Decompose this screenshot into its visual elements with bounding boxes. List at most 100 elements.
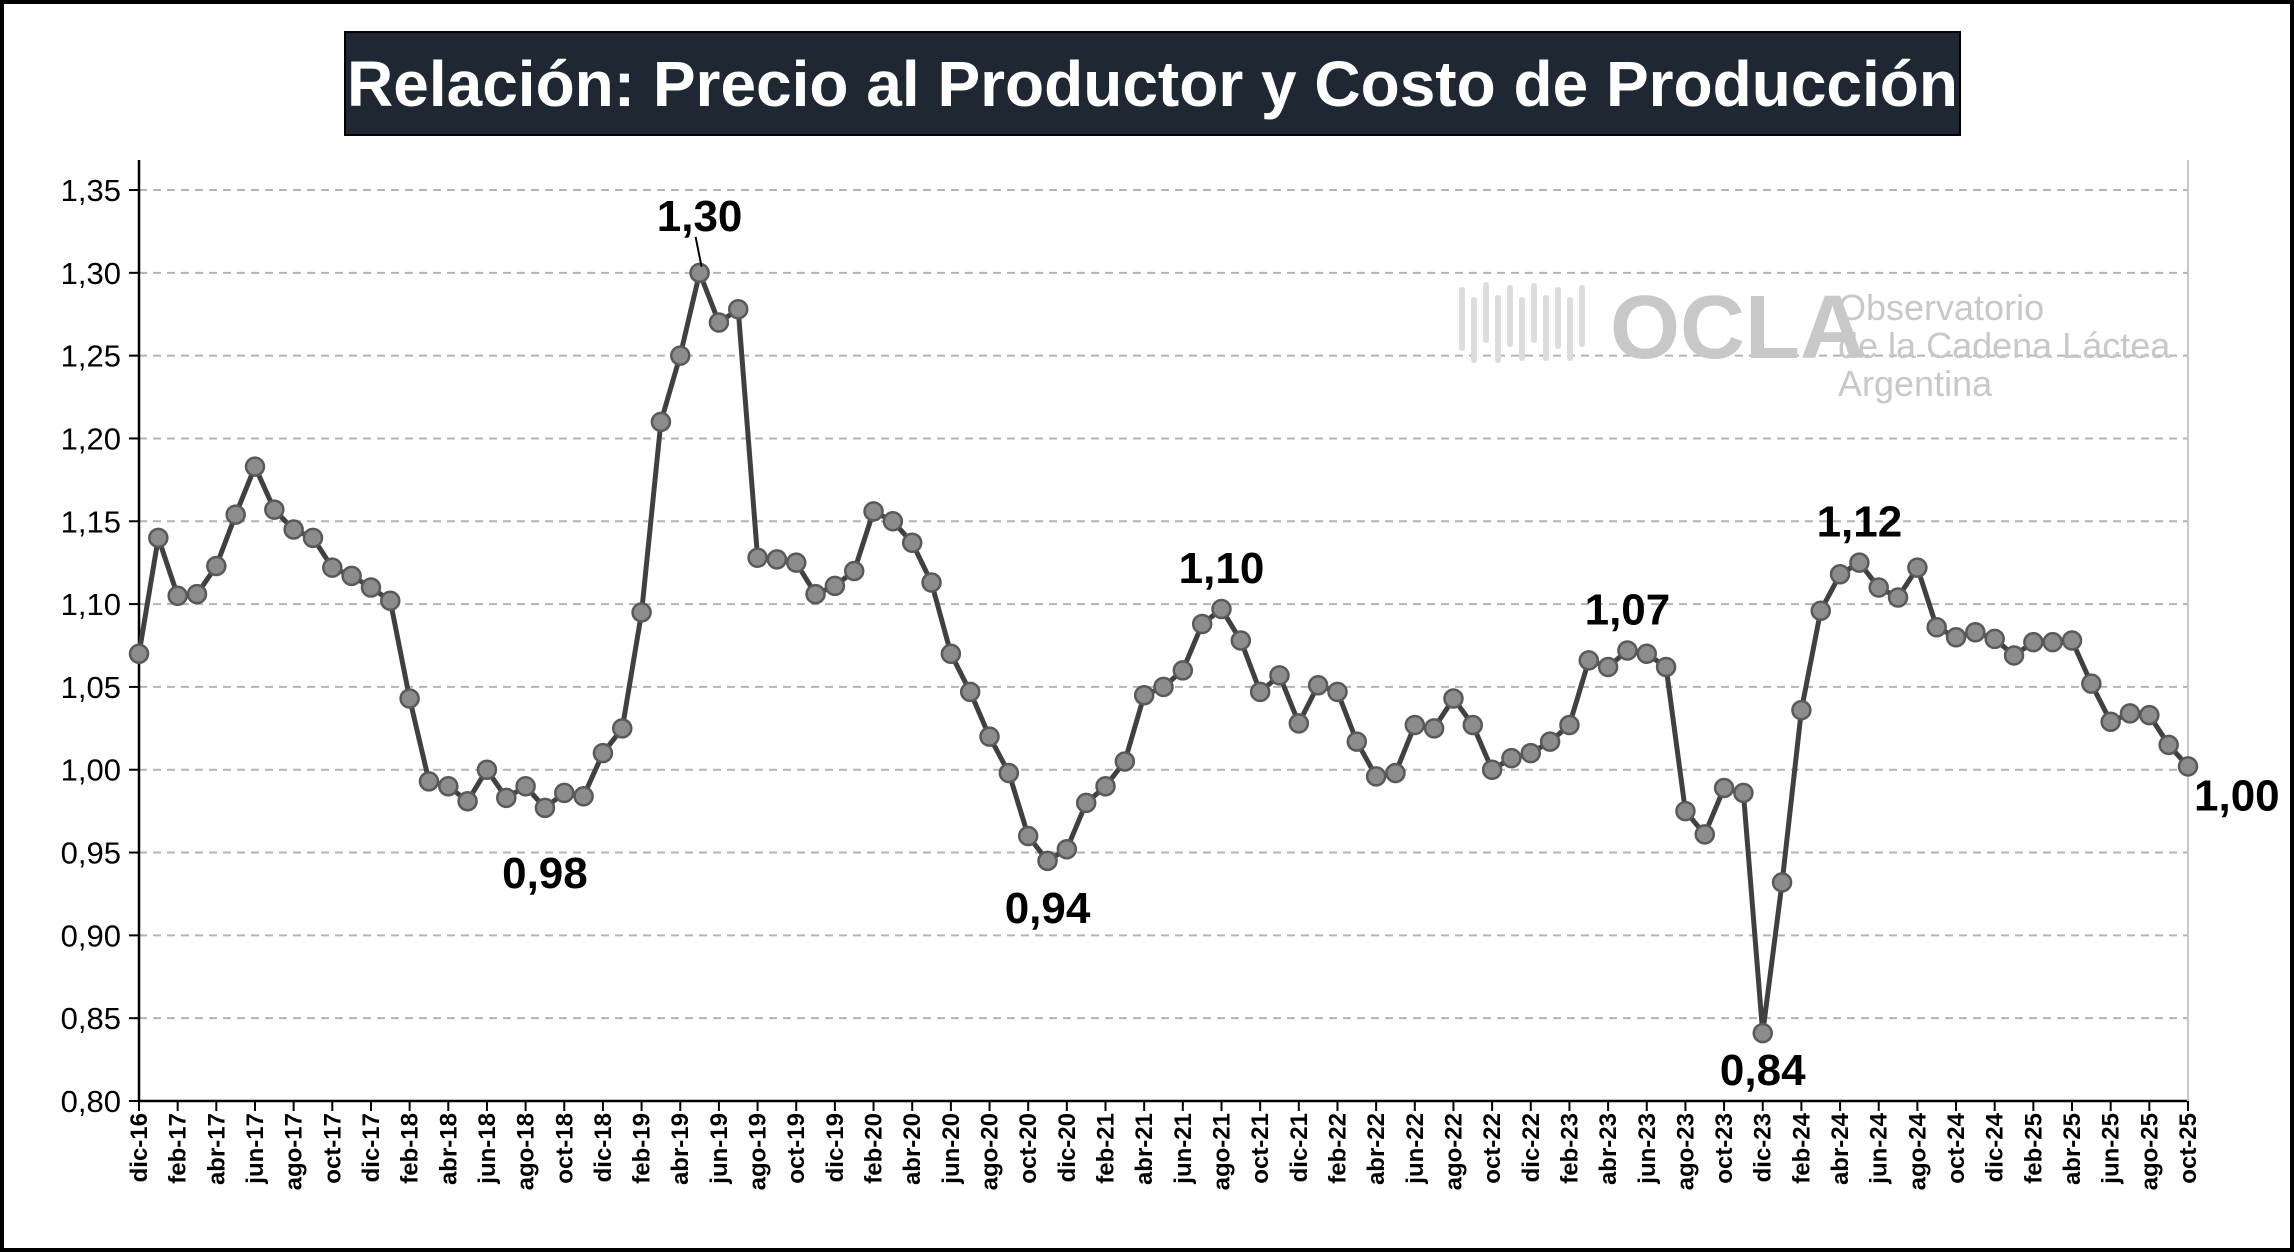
x-tick-label: feb-17 <box>165 1113 192 1184</box>
data-point <box>1733 782 1754 804</box>
data-point <box>592 742 614 764</box>
data-point <box>496 787 517 809</box>
axes <box>137 160 2189 1103</box>
x-tick-label: jun-21 <box>1170 1113 1197 1185</box>
x-tick-label: oct-24 <box>1943 1112 1970 1183</box>
data-point <box>1423 718 1445 739</box>
data-point <box>940 643 962 665</box>
data-point <box>244 456 266 477</box>
data-point <box>1849 552 1870 573</box>
data-point <box>1191 613 1213 635</box>
data-point <box>1037 850 1058 872</box>
x-tick-label: dic-20 <box>1054 1113 1081 1182</box>
x-tick-label: dic-16 <box>126 1113 153 1182</box>
x-tick-label: feb-23 <box>1556 1113 1583 1184</box>
data-point <box>2158 734 2179 756</box>
data-point <box>959 681 981 703</box>
x-tick-label: oct-18 <box>551 1113 578 1184</box>
annotation-label: 1,12 <box>1817 498 1903 547</box>
data-point <box>2100 711 2121 732</box>
data-point <box>515 776 536 797</box>
data-point <box>534 797 556 819</box>
x-tick-label: abr-24 <box>1827 1112 1854 1185</box>
x-tick-label: dic-18 <box>590 1113 617 1182</box>
y-tick-label: 1,15 <box>61 504 121 539</box>
data-point <box>399 688 420 709</box>
annotation-label: 1,30 <box>657 192 743 241</box>
data-point <box>1443 688 1464 709</box>
x-tick-label: feb-20 <box>861 1113 888 1184</box>
y-tick-label: 0,85 <box>61 1001 121 1036</box>
data-point <box>206 555 227 577</box>
data-point <box>1617 640 1638 661</box>
x-tick-label: oct-25 <box>2175 1113 2202 1184</box>
x-tick-label: ago-22 <box>1440 1113 1467 1190</box>
data-point <box>360 577 382 598</box>
data-point <box>2042 631 2063 653</box>
x-tick-label: abr-21 <box>1131 1113 1158 1185</box>
data-point <box>747 547 768 568</box>
data-point <box>1559 714 1580 736</box>
x-tick-label: jun-17 <box>242 1113 269 1185</box>
x-tick-label: jun-25 <box>2098 1113 2125 1185</box>
data-point <box>1907 557 1928 578</box>
annotation-leader <box>694 236 703 268</box>
x-tick-label: ago-17 <box>281 1113 308 1190</box>
x-tick-label: jun-22 <box>1402 1113 1429 1185</box>
data-point <box>921 572 942 593</box>
watermark-line2: de la Cadena Láctea <box>1838 325 2171 366</box>
data-point <box>1365 766 1387 787</box>
x-tick-label: ago-25 <box>2136 1113 2163 1190</box>
data-point <box>1810 600 1831 621</box>
data-point <box>1501 747 1522 769</box>
x-tick-label: dic-17 <box>358 1113 385 1182</box>
data-point <box>689 262 710 284</box>
data-point <box>1578 650 1600 671</box>
x-tick-label: ago-23 <box>1672 1113 1699 1190</box>
data-point <box>1056 838 1078 860</box>
x-tick-label: abr-25 <box>2059 1113 2086 1185</box>
x-tick-label: jun-23 <box>1634 1113 1661 1185</box>
data-point <box>824 575 846 597</box>
x-tick-label: jun-19 <box>706 1113 733 1185</box>
y-tick-label: 0,80 <box>61 1084 121 1119</box>
annotation-label: 0,94 <box>1005 884 1091 933</box>
x-tick-label: ago-19 <box>745 1113 772 1190</box>
data-point <box>708 312 730 333</box>
data-point <box>225 504 246 525</box>
data-point <box>1868 577 1889 598</box>
y-axis-ticks: 0,80 0,85 0,90 0,95 1,00 1,05 1,10 1,15 1,20 1,25… <box>61 173 139 1119</box>
annotation-label: 1,00 <box>2194 771 2280 820</box>
x-tick-label: feb-24 <box>1788 1112 1815 1183</box>
y-tick-label: 1,25 <box>61 339 121 374</box>
data-point <box>1694 824 1715 845</box>
data-point <box>650 411 672 433</box>
data-point <box>573 785 594 807</box>
y-tick-label: 1,05 <box>61 670 121 705</box>
data-point <box>186 583 208 605</box>
data-point <box>1404 714 1426 736</box>
data-point <box>882 511 904 532</box>
y-tick-label: 0,95 <box>61 836 121 871</box>
y-tick-label: 1,10 <box>61 587 121 622</box>
data-point <box>1481 759 1503 780</box>
data-point <box>380 590 401 612</box>
data-point <box>1965 621 1986 643</box>
y-tick-label: 1,00 <box>61 753 121 788</box>
data-point <box>554 782 575 804</box>
data-point <box>1172 660 1194 681</box>
x-tick-label: oct-17 <box>319 1113 346 1184</box>
data-point <box>843 560 865 582</box>
data-point <box>1230 630 1252 651</box>
data-point <box>1249 681 1271 703</box>
x-tick-label: oct-20 <box>1015 1113 1042 1184</box>
x-tick-label: oct-19 <box>783 1113 810 1184</box>
watermark-line3: Argentina <box>1838 363 1993 404</box>
data-point <box>1539 731 1561 752</box>
data-point <box>901 532 923 554</box>
data-point <box>1984 628 2005 650</box>
data-point <box>1771 872 1793 893</box>
watermark-logo-text: OCLA <box>1610 278 1865 378</box>
